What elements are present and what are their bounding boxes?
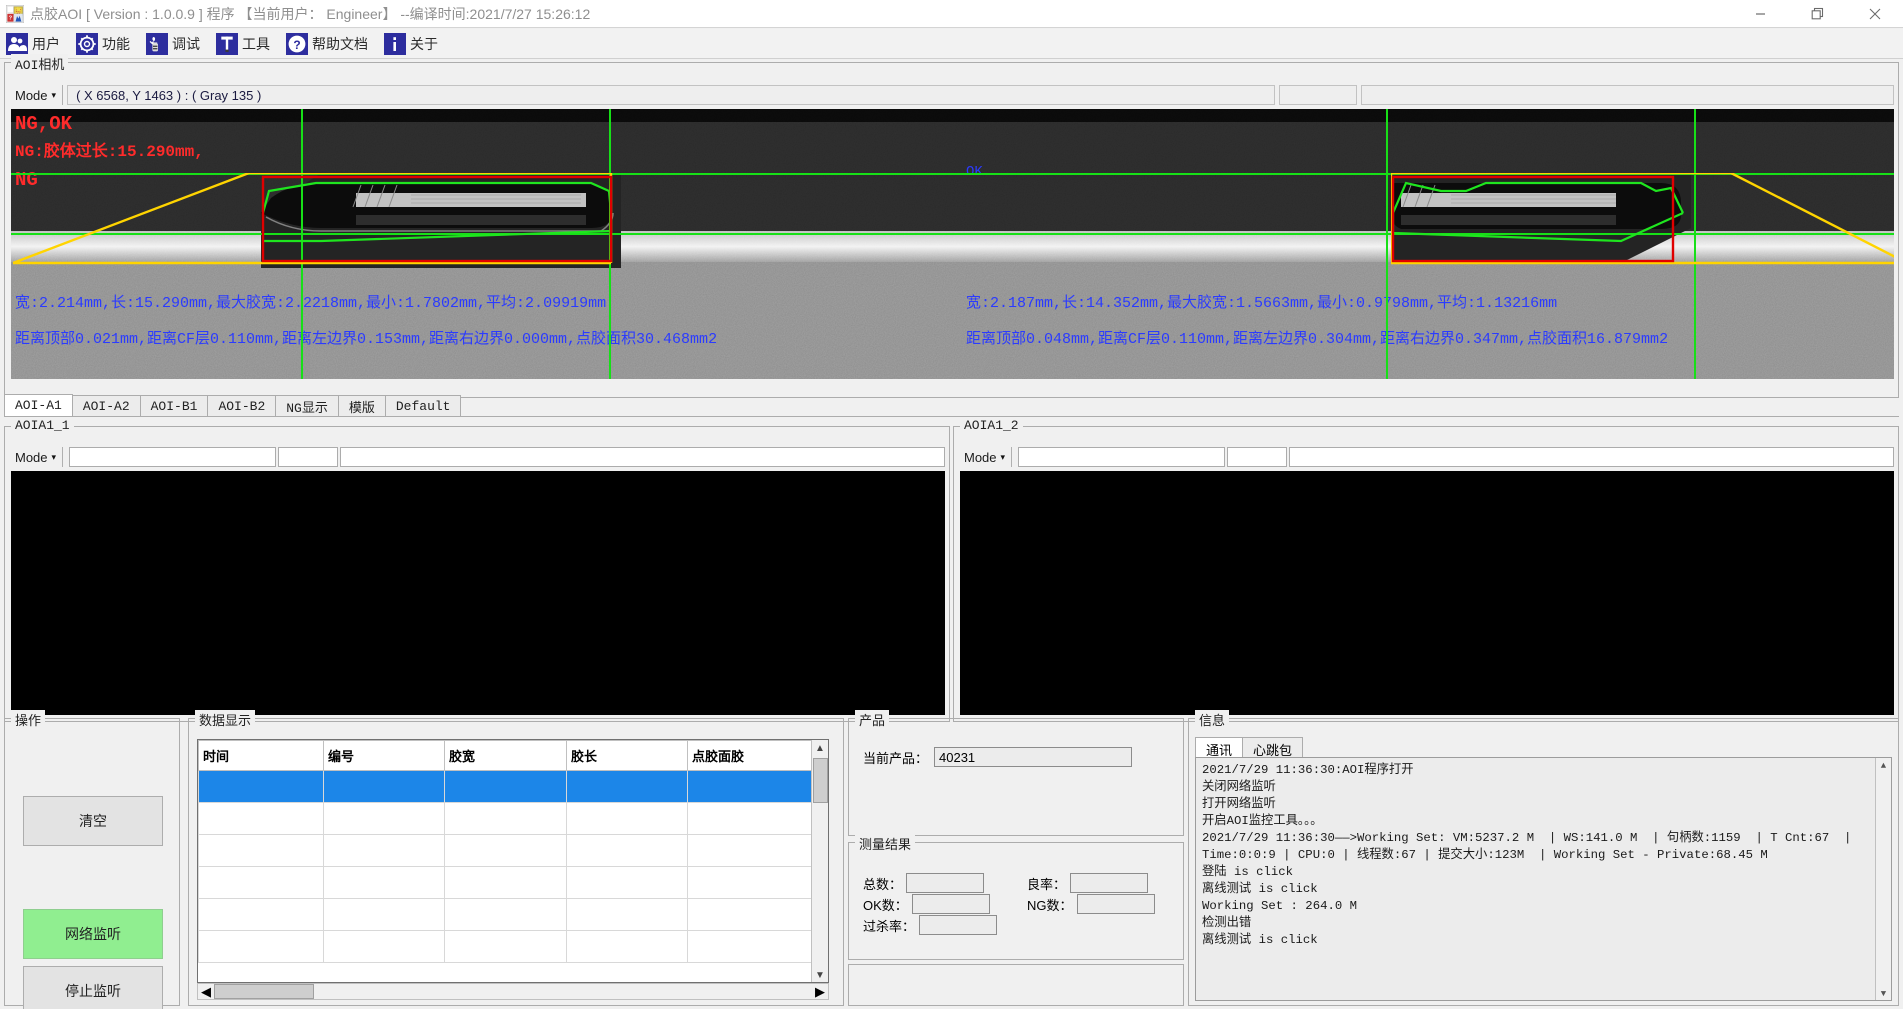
- svg-text:?: ?: [293, 38, 300, 52]
- svg-text:?: ?: [9, 15, 13, 21]
